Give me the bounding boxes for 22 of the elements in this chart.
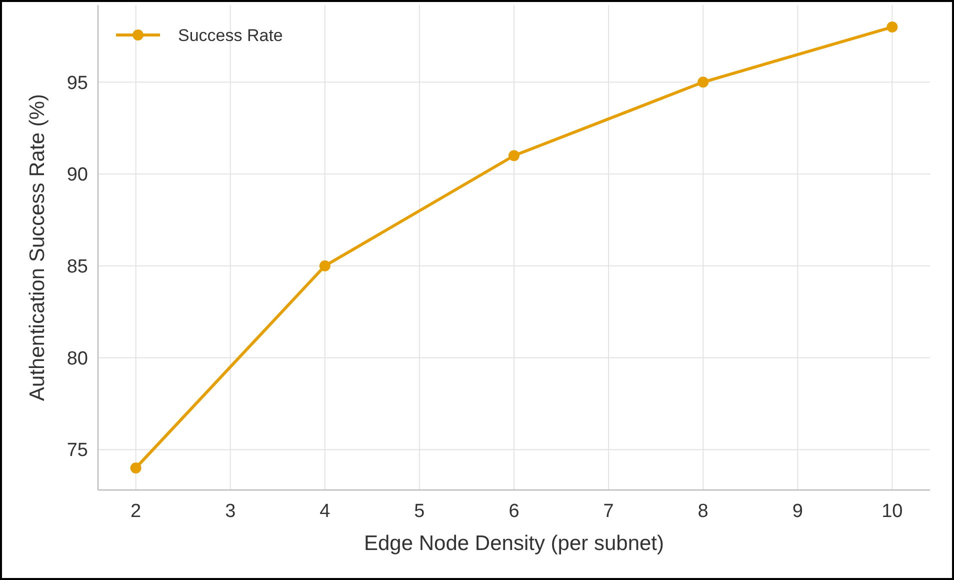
- y-axis-title: Authentication Success Rate (%): [26, 94, 49, 401]
- x-tick-label: 2: [130, 501, 142, 522]
- point: [319, 260, 330, 272]
- x-tick-label: 7: [603, 501, 614, 522]
- x-tick-label: 6: [508, 501, 520, 522]
- point: [130, 462, 142, 474]
- x-tick-label: 10: [882, 501, 903, 522]
- x-axis-title: Edge Node Density (per subnet): [364, 532, 664, 555]
- x-tick-label: 8: [698, 501, 708, 522]
- y-tick-label: 80: [66, 348, 88, 370]
- legend-label: Success Rate: [178, 26, 283, 45]
- x-tick-label: 3: [225, 501, 236, 522]
- y-tick-label: 95: [66, 72, 88, 94]
- point: [886, 22, 898, 33]
- point: [698, 76, 709, 88]
- x-tick-label: 5: [414, 501, 425, 522]
- x-tick-label: 9: [792, 501, 803, 522]
- y-tick-label: 90: [66, 164, 88, 186]
- y-tick-label: 85: [66, 256, 88, 278]
- x-tick-label: 4: [320, 501, 331, 522]
- y-tick-label: 75: [66, 440, 88, 462]
- point: [508, 150, 520, 162]
